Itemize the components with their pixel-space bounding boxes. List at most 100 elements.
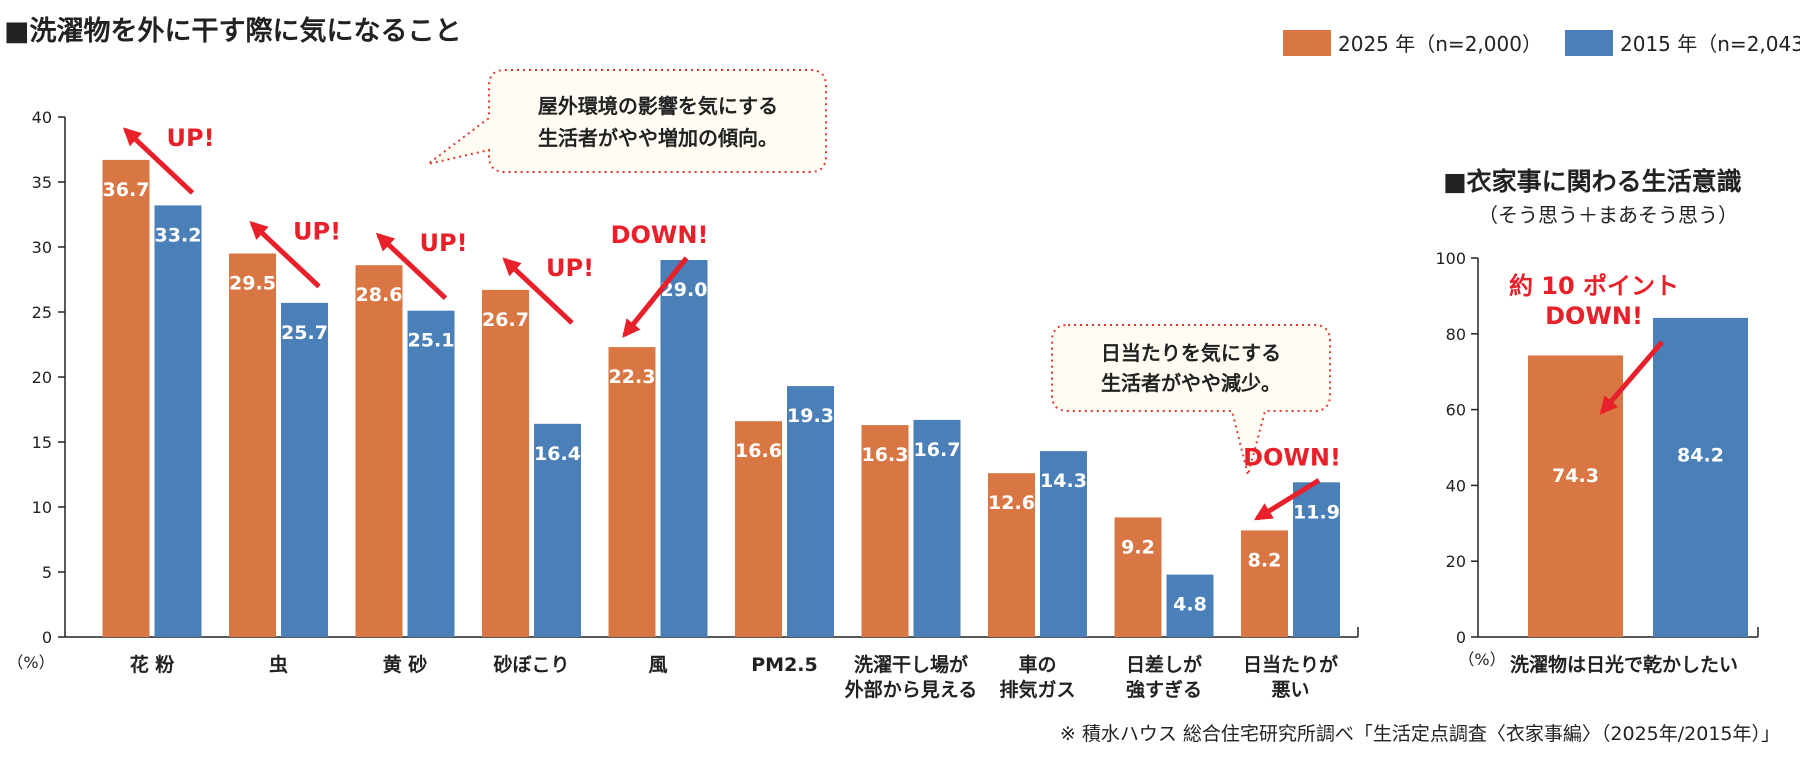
category-label: 外部から見える bbox=[845, 678, 977, 701]
bar-2025 bbox=[1114, 517, 1162, 637]
bar-label-2015: 16.7 bbox=[914, 439, 961, 461]
bar-label-2015: 19.3 bbox=[787, 405, 834, 427]
category-label: 黄 砂 bbox=[383, 653, 428, 676]
legend-label-2015: 2015 年（n=2,043） bbox=[1620, 32, 1800, 56]
category-label: 悪い bbox=[1271, 679, 1309, 701]
bar-2025 bbox=[988, 473, 1035, 637]
bar-2015 bbox=[1040, 451, 1087, 637]
annotation-label-down: DOWN! bbox=[611, 221, 709, 249]
bar-2015 bbox=[660, 260, 708, 637]
main-y-tick-label: 20 bbox=[32, 368, 52, 387]
category-label: 砂ぼこり bbox=[493, 654, 569, 676]
annotation-label-up: UP! bbox=[293, 218, 341, 246]
bar-label-2015: 16.4 bbox=[534, 443, 581, 465]
bar-label-2015: 29.0 bbox=[661, 279, 708, 301]
main-y-tick-label: 0 bbox=[42, 628, 52, 647]
legend-swatch-2015 bbox=[1565, 30, 1613, 56]
callout-bubble-decrease bbox=[1051, 324, 1331, 476]
bar-label-2015: 33.2 bbox=[155, 224, 202, 246]
bar-label-2015: 25.7 bbox=[281, 322, 328, 344]
side-chart-subtitle: （そう思う＋まあそう思う） bbox=[1478, 203, 1738, 227]
bar-2015 bbox=[1293, 482, 1340, 637]
side-y-tick-label: 80 bbox=[1446, 325, 1466, 344]
bar-label-2025: 8.2 bbox=[1248, 549, 1282, 571]
annotation-label-up: UP! bbox=[420, 229, 468, 257]
side-bar-2025 bbox=[1528, 355, 1623, 637]
category-label: 強すぎる bbox=[1126, 678, 1202, 701]
side-y-unit: （%） bbox=[1458, 650, 1505, 669]
bar-2025 bbox=[355, 265, 403, 637]
side-y-tick-label: 100 bbox=[1435, 249, 1466, 268]
legend-label-2025: 2025 年（n=2,000） bbox=[1338, 32, 1542, 56]
category-label: PM2.5 bbox=[751, 654, 818, 676]
bar-label-2015: 11.9 bbox=[1293, 501, 1340, 523]
bar-2015 bbox=[534, 423, 581, 637]
bar-label-2025: 22.3 bbox=[609, 366, 656, 388]
annotation-arrow-up bbox=[502, 257, 574, 325]
bar-2025 bbox=[735, 421, 782, 637]
annotation-label-down: DOWN! bbox=[1243, 443, 1341, 471]
category-label: 日差しが bbox=[1126, 653, 1202, 676]
side-annotation-line-1: 約 10 ポイント bbox=[1509, 272, 1679, 300]
bar-2025 bbox=[102, 159, 150, 637]
main-y-tick-label: 25 bbox=[32, 303, 52, 322]
bar-label-2025: 36.7 bbox=[103, 179, 150, 201]
bar-2015 bbox=[407, 310, 455, 637]
bar-2025 bbox=[608, 347, 656, 637]
main-chart-title: ■洗濯物を外に干す際に気になること bbox=[4, 15, 462, 47]
annotation-arrow-up bbox=[375, 232, 448, 301]
bar-2015 bbox=[787, 386, 834, 637]
side-annotation-line-2: DOWN! bbox=[1545, 302, 1643, 330]
main-y-tick-label: 5 bbox=[42, 563, 52, 582]
side-annotation-arrow bbox=[1599, 340, 1664, 415]
bar-2015 bbox=[154, 205, 202, 637]
side-y-tick-label: 20 bbox=[1446, 552, 1466, 571]
bar-label-2025: 26.7 bbox=[482, 309, 529, 331]
bar-2015 bbox=[1166, 574, 1214, 637]
bar-2015 bbox=[281, 302, 328, 637]
annotation-label-up: UP! bbox=[546, 254, 594, 282]
annotation-arrow-down bbox=[622, 256, 689, 338]
bar-2025 bbox=[861, 425, 909, 637]
main-y-tick-label: 30 bbox=[32, 238, 52, 257]
side-bar-2015 bbox=[1653, 317, 1748, 637]
category-label: 排気ガス bbox=[999, 678, 1075, 701]
category-label: 風 bbox=[648, 654, 667, 676]
category-label: 虫 bbox=[269, 653, 288, 676]
side-bar-label-2025: 74.3 bbox=[1552, 465, 1599, 487]
main-y-tick-label: 40 bbox=[32, 108, 52, 127]
side-y-tick-label: 40 bbox=[1446, 476, 1466, 495]
bar-label-2015: 4.8 bbox=[1173, 594, 1207, 616]
main-y-tick-label: 10 bbox=[32, 498, 52, 517]
main-y-unit: （%） bbox=[7, 653, 54, 672]
annotation-arrow-down bbox=[1253, 478, 1321, 521]
bar-2025 bbox=[229, 253, 276, 637]
bar-label-2025: 28.6 bbox=[356, 284, 403, 306]
legend-swatch-2025 bbox=[1283, 30, 1331, 56]
annotation-label-up: UP! bbox=[167, 124, 215, 152]
bar-label-2015: 25.1 bbox=[408, 330, 455, 352]
bar-label-2015: 14.3 bbox=[1040, 470, 1087, 492]
bar-label-2025: 9.2 bbox=[1121, 536, 1155, 558]
bar-label-2025: 16.3 bbox=[862, 444, 909, 466]
category-label: 日当たりが bbox=[1243, 653, 1338, 676]
bar-2025 bbox=[1241, 530, 1288, 637]
bar-label-2025: 16.6 bbox=[735, 440, 782, 462]
callout-bubble-increase bbox=[427, 69, 827, 173]
side-chart-title: ■衣家事に関わる生活意識 bbox=[1443, 167, 1742, 196]
bar-label-2025: 12.6 bbox=[988, 492, 1035, 514]
callout-2-line-2: 生活者がやや減少。 bbox=[1101, 371, 1281, 395]
side-y-tick-label: 0 bbox=[1456, 628, 1466, 647]
category-label: 花 粉 bbox=[130, 653, 175, 676]
annotation-arrow-up bbox=[249, 221, 321, 289]
category-label: 洗濯干し場が bbox=[854, 653, 968, 676]
callout-1-line-1: 屋外環境の影響を気にする bbox=[538, 94, 778, 118]
callout-2-line-1: 日当たりを気にする bbox=[1101, 341, 1281, 365]
bar-2015 bbox=[913, 419, 961, 637]
side-category-label: 洗濯物は日光で乾かしたい bbox=[1510, 653, 1738, 676]
main-y-tick-label: 35 bbox=[32, 173, 52, 192]
side-y-tick-label: 60 bbox=[1446, 401, 1466, 420]
side-bar-label-2015: 84.2 bbox=[1677, 444, 1724, 466]
